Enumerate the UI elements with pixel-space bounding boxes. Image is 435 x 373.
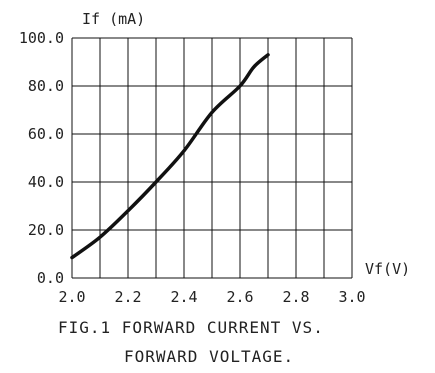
x-ticks: 2.0 2.2 2.4 2.6 2.8 3.0 xyxy=(58,288,365,306)
grid xyxy=(71,37,353,279)
y-tick-label: 20.0 xyxy=(28,221,64,239)
y-tick-label: 80.0 xyxy=(28,77,64,95)
y-tick-label: 100.0 xyxy=(19,29,64,47)
series-line xyxy=(70,53,270,260)
x-tick-label: 2.2 xyxy=(114,288,141,306)
y-tick-label: 0.0 xyxy=(37,269,64,287)
y-tick-label: 40.0 xyxy=(28,173,64,191)
x-tick-label: 2.8 xyxy=(282,288,309,306)
series-curve xyxy=(70,53,270,260)
x-tick-label: 3.0 xyxy=(338,288,365,306)
y-tick-label: 60.0 xyxy=(28,125,64,143)
x-tick-label: 2.0 xyxy=(58,288,85,306)
x-tick-label: 2.6 xyxy=(226,288,253,306)
x-tick-label: 2.4 xyxy=(170,288,197,306)
figure-caption-line2: FORWARD VOLTAGE. xyxy=(124,347,294,366)
figure-caption-line1: FIG.1 FORWARD CURRENT VS. xyxy=(58,318,324,337)
x-axis-label: Vf(V) xyxy=(365,260,410,278)
y-ticks: 100.0 80.0 60.0 40.0 20.0 0.0 xyxy=(19,29,64,287)
y-axis-label: If (mA) xyxy=(82,10,145,28)
